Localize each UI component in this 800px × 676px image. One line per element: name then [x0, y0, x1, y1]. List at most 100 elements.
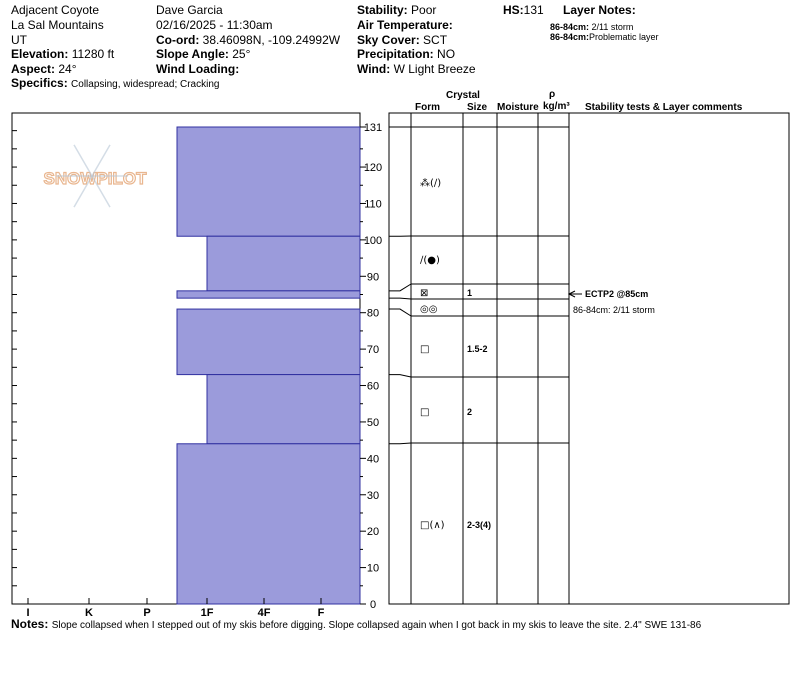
grain-form-symbol: ◎◎ — [420, 304, 437, 315]
x-tick-label: 4F — [258, 607, 271, 619]
layer-connector — [389, 442, 412, 445]
hardness-bar — [176, 290, 361, 299]
layer-connector — [389, 374, 412, 378]
coord-value: 38.46098N, -109.24992W — [202, 33, 341, 47]
grain-form-symbol: ⁂(∕) — [420, 177, 441, 189]
wind-loading-field: Wind Loading: — [156, 62, 239, 76]
hs-value: 131 — [523, 3, 544, 17]
crystal-header: Crystal — [446, 90, 480, 101]
y-tick-label: 30 — [367, 490, 379, 502]
precip-label: Precipitation: — [357, 47, 434, 61]
stability-label: Stability: — [357, 3, 408, 17]
elevation-value: 11280 ft — [71, 47, 115, 61]
grain-size-label: 2-3(4) — [467, 520, 491, 530]
elevation-label: Elevation: — [11, 47, 69, 61]
notes-label: Notes: — [11, 617, 49, 631]
layer-note-2: 86-84cm:Problematic layer — [550, 30, 659, 44]
layer-notes-title: Layer Notes: — [563, 3, 636, 17]
snowflake-arm — [73, 144, 93, 177]
y-tick-label: 40 — [367, 453, 379, 465]
precip-field: Precipitation: NO — [357, 47, 455, 61]
layer-table-frame — [388, 112, 790, 605]
grain-form-symbol: □ — [420, 344, 429, 355]
aspect-field: Aspect: 24° — [11, 62, 77, 76]
layer-note-text: Problematic layer — [589, 32, 659, 42]
hs-label: HS: — [503, 3, 524, 17]
stability-test-label: ECTP2 @85cm — [585, 289, 648, 299]
x-tick-label: I — [26, 607, 29, 619]
specifics-label: Specifics: — [11, 76, 68, 90]
air-temp-field: Air Temperature: — [357, 18, 453, 32]
coord-field: Co-ord: 38.46098N, -109.24992W — [156, 33, 340, 47]
x-tick-label: P — [143, 607, 150, 619]
y-tick-label: 70 — [367, 344, 379, 356]
form-header: Form — [415, 102, 440, 113]
aspect-value: 24° — [58, 62, 77, 76]
snowflake-arm — [73, 175, 93, 208]
elevation-field: Elevation: 11280 ft — [11, 47, 114, 61]
observer-name: Dave Garcia — [156, 3, 223, 17]
stability-value: Poor — [411, 3, 437, 17]
sky-value: SCT — [423, 33, 448, 47]
y-tick-label: 60 — [367, 381, 379, 393]
wind-label: Wind: — [357, 62, 391, 76]
layer-note-text: 2/11 storm — [591, 22, 634, 32]
grain-form-symbol: □ — [420, 407, 429, 418]
stability-tests-header: Stability tests & Layer comments — [585, 102, 743, 113]
wind-field: Wind: W Light Breeze — [357, 62, 476, 76]
y-tick-label: 50 — [367, 417, 379, 429]
layer-connector — [389, 283, 412, 292]
wind-value: W Light Breeze — [393, 62, 476, 76]
hardness-bar — [176, 126, 361, 237]
precip-value: NO — [437, 47, 456, 61]
hs-field: HS:131 — [503, 3, 544, 17]
x-tick-label: K — [85, 607, 93, 619]
x-tick-label: 1F — [201, 607, 214, 619]
y-tick-label: 80 — [367, 308, 379, 320]
hardness-bar — [206, 235, 361, 292]
y-tick-label: 110 — [364, 198, 382, 210]
air-temp-label: Air Temperature: — [357, 18, 453, 32]
layer-note-1: 86-84cm: 2/11 storm — [550, 20, 633, 34]
hardness-bar — [176, 308, 361, 376]
stability-test-arrowhead — [567, 290, 576, 298]
snowflake-arm — [91, 175, 111, 208]
observation-datetime: 02/16/2025 - 11:30am — [156, 18, 273, 32]
slope-value: 25° — [232, 47, 251, 61]
y-tick-label: 100 — [364, 235, 382, 247]
layer-connector — [389, 308, 412, 317]
layer-note-depth: 86-84cm: — [550, 32, 590, 42]
size-header: Size — [467, 102, 488, 113]
aspect-label: Aspect: — [11, 62, 56, 76]
grain-form-symbol: ⊠ — [420, 288, 428, 299]
sky-label: Sky Cover: — [357, 33, 420, 47]
slope-field: Slope Angle: 25° — [156, 47, 250, 61]
y-tick-label: 120 — [364, 162, 382, 174]
y-tick-label: 10 — [367, 563, 379, 575]
notes-text: Slope collapsed when I stepped out of my… — [51, 620, 702, 631]
hardness-bar — [206, 374, 361, 445]
grain-size-label: 1 — [467, 288, 472, 298]
notes-row: Notes: Slope collapsed when I stepped ou… — [11, 617, 701, 633]
y-tick-label: 90 — [367, 271, 379, 283]
state-name: UT — [11, 33, 27, 47]
y-tick-label: 0 — [370, 599, 376, 611]
layer-comment-label: 86-84cm: 2/11 storm — [573, 305, 655, 315]
density-unit-header: kg/m³ — [543, 101, 570, 112]
grain-size-label: 2 — [467, 407, 472, 417]
y-tick-label: 131 — [364, 122, 382, 134]
grain-size-label: 1.5-2 — [467, 344, 488, 354]
range-name: La Sal Mountains — [11, 18, 104, 32]
slope-label: Slope Angle: — [156, 47, 229, 61]
layer-note-depth: 86-84cm: — [550, 22, 590, 32]
specifics-field: Specifics: Collapsing, widespread; Crack… — [11, 76, 219, 92]
grain-form-symbol: □(∧) — [420, 520, 445, 531]
stability-field: Stability: Poor — [357, 3, 436, 17]
wind-loading-label: Wind Loading: — [156, 62, 240, 76]
location-name: Adjacent Coyote — [11, 3, 100, 17]
y-tick-label: 20 — [367, 526, 379, 538]
grain-form-symbol: ∕(●) — [420, 255, 440, 266]
moisture-header: Moisture — [497, 102, 539, 113]
snowpilot-watermark: SNOWPILOT — [44, 169, 148, 188]
